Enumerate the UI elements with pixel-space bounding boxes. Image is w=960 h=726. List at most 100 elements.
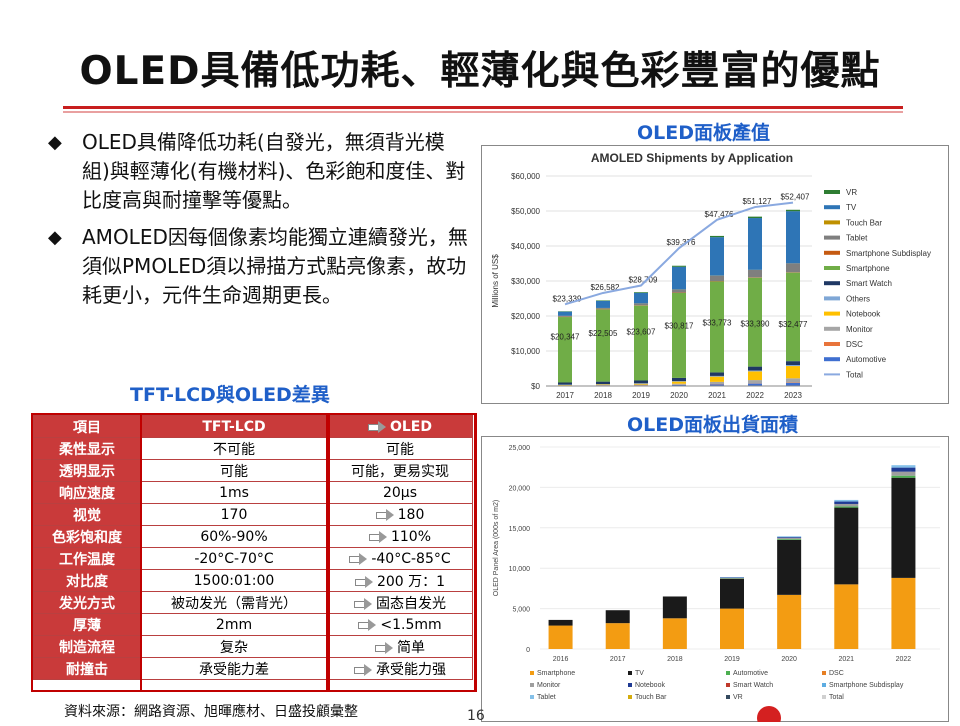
legend-swatch	[824, 205, 840, 209]
legend-label: Tablet	[846, 234, 868, 243]
legend-swatch	[824, 357, 840, 361]
total-data-label: $23,339	[553, 294, 582, 303]
bar-segment	[891, 468, 915, 472]
bar-data-label: $20,347	[551, 333, 580, 342]
bar-segment	[634, 384, 648, 385]
bar-segment	[834, 508, 858, 585]
y-tick-label: 0	[526, 647, 530, 654]
x-tick-label: 2020	[781, 656, 797, 663]
bar-segment	[710, 372, 724, 376]
legend-swatch	[824, 281, 840, 285]
legend-swatch	[530, 683, 534, 687]
y-axis-label: OLED Panel Area (000s of m2)	[493, 500, 500, 597]
legend-label: TV	[846, 203, 857, 212]
legend-swatch	[822, 671, 826, 675]
bar-segment	[596, 310, 610, 382]
bar-segment	[786, 210, 800, 211]
company-logo	[755, 702, 955, 722]
x-tick-label: 2020	[670, 391, 688, 400]
legend-swatch	[824, 190, 840, 194]
x-tick-label: 2021	[708, 391, 726, 400]
bar-segment	[720, 579, 744, 609]
bar-segment	[558, 317, 572, 382]
bar-data-label: $22,505	[589, 329, 618, 338]
bar-segment	[834, 500, 858, 502]
x-tick-label: 2023	[784, 391, 802, 400]
y-tick-label: $10,000	[511, 347, 540, 356]
legend-swatch	[530, 671, 534, 675]
bar-data-label: $32,477	[779, 320, 808, 329]
oled-column-outline	[326, 413, 476, 692]
bar-segment	[777, 539, 801, 540]
bar-segment	[710, 236, 724, 237]
bar-segment	[549, 620, 573, 626]
legend-swatch	[824, 266, 840, 270]
bullet-item: ◆ AMOLED因每個像素均能獨立連續發光，無須似PMOLED須以掃描方式點亮像…	[48, 223, 468, 310]
amoled-shipments-chart: AMOLED Shipments by Application$0$10,000…	[481, 145, 949, 404]
legend-label: Total	[846, 370, 863, 379]
bar-segment	[596, 301, 610, 308]
legend-swatch	[726, 671, 730, 675]
x-tick-label: 2019	[632, 391, 650, 400]
legend-label: Smart Watch	[733, 682, 773, 689]
page-number: 16	[467, 708, 485, 724]
x-tick-label: 2019	[724, 656, 740, 663]
y-axis-label: Millions of US$	[491, 254, 500, 308]
legend-swatch	[824, 342, 840, 346]
x-tick-label: 2018	[667, 656, 683, 663]
bar-segment	[634, 381, 648, 384]
legend-label: Others	[846, 294, 870, 303]
total-data-label: $52,407	[781, 193, 810, 202]
diamond-bullet-icon: ◆	[48, 223, 62, 252]
bar-segment	[710, 237, 724, 276]
legend-label: Total	[829, 694, 844, 701]
bar-segment	[786, 211, 800, 263]
bar-segment	[672, 384, 686, 385]
bar-segment	[596, 308, 610, 309]
bar-segment	[710, 376, 724, 377]
legend-label: Automotive	[846, 355, 887, 364]
bar-segment	[748, 371, 762, 380]
legend-swatch	[824, 236, 840, 240]
legend-label: DSC	[829, 670, 844, 677]
bar-data-label: $23,607	[627, 327, 656, 336]
diamond-bullet-icon: ◆	[48, 128, 62, 157]
bar-segment	[710, 377, 724, 382]
bar-segment	[606, 610, 630, 623]
bullet-item: ◆ OLED具備降低功耗(自發光，無須背光模組)與輕薄化(有機材料)、色彩飽和度…	[48, 128, 468, 215]
bar-segment	[558, 383, 572, 385]
legend-label: Smart Watch	[846, 279, 892, 288]
bar-segment	[834, 502, 858, 504]
bar-segment	[891, 465, 915, 467]
legend-swatch	[824, 296, 840, 300]
bullet-text: OLED具備降低功耗(自發光，無須背光模組)與輕薄化(有機材料)、色彩飽和度佳、…	[82, 130, 465, 212]
bar-segment	[558, 312, 572, 316]
legend-swatch	[628, 695, 632, 699]
legend-label: Touch Bar	[846, 218, 882, 227]
bar-segment	[777, 536, 801, 537]
x-tick-label: 2022	[896, 656, 912, 663]
x-tick-label: 2021	[838, 656, 854, 663]
source-note: 資料來源：網路資源、旭暉應材、日盛投顧彙整	[64, 701, 358, 721]
y-tick-label: $0	[531, 382, 540, 391]
bar-segment	[777, 538, 801, 539]
bar-segment	[786, 366, 800, 378]
bar-segment	[777, 537, 801, 538]
bar-segment	[634, 385, 648, 386]
legend-label: VR	[733, 694, 743, 701]
bar-segment	[786, 264, 800, 273]
y-tick-label: $60,000	[511, 172, 540, 181]
bar-segment	[748, 380, 762, 383]
x-tick-label: 2022	[746, 391, 764, 400]
page-title: OLED具備低功耗、輕薄化與色彩豐富的優點	[0, 40, 960, 96]
y-tick-label: $40,000	[511, 242, 540, 251]
table-title: TFT-LCD與OLED差異	[130, 380, 330, 407]
legend-swatch	[822, 683, 826, 687]
y-tick-label: 10,000	[509, 566, 531, 573]
legend-label: VR	[846, 188, 857, 197]
bar-segment	[672, 381, 686, 382]
legend-label: Smartphone	[846, 264, 890, 273]
bar-segment	[834, 584, 858, 649]
bar-segment	[786, 378, 800, 382]
